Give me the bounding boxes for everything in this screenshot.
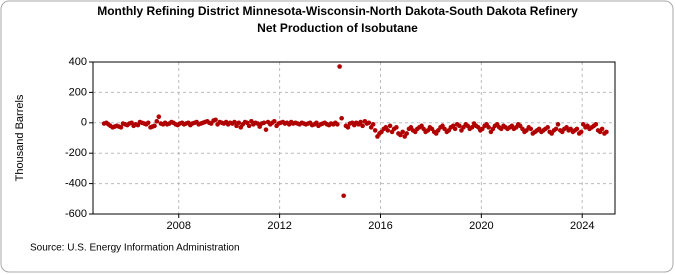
y-tick-label: -400 [65, 178, 87, 190]
point [604, 129, 609, 135]
y-tick-label: 400 [69, 56, 87, 68]
point [341, 193, 346, 199]
point [555, 122, 561, 127]
point [232, 119, 237, 125]
point [145, 120, 151, 126]
point [452, 126, 458, 132]
point [366, 120, 372, 126]
point [394, 125, 399, 130]
point [574, 126, 580, 132]
point [528, 126, 534, 132]
source: Source: U.S. Energy Information Administ… [30, 243, 240, 254]
y-axis-label: Thousand Barrels [14, 94, 26, 181]
point [261, 120, 267, 126]
plot-border [92, 61, 616, 215]
point [387, 123, 393, 129]
point [246, 123, 252, 129]
point [272, 118, 277, 124]
point [553, 126, 559, 132]
x-tick-label: 2012 [267, 220, 291, 232]
point [593, 122, 599, 127]
point [404, 131, 410, 136]
y-tick-label: -600 [65, 208, 87, 220]
point [263, 127, 269, 132]
point [370, 122, 376, 127]
point [213, 117, 218, 123]
y-tick-label: 200 [69, 86, 87, 98]
y-tick-label: -200 [65, 147, 87, 159]
point [457, 123, 462, 129]
point [400, 129, 405, 135]
point [152, 123, 157, 129]
x-tick-label: 2024 [570, 220, 594, 232]
x-tick-label: 2016 [368, 220, 392, 232]
point [360, 123, 365, 129]
point [345, 125, 351, 130]
point [339, 115, 344, 121]
point [599, 126, 605, 132]
point [545, 125, 550, 130]
y-tick-label: 0 [81, 117, 87, 129]
chart-title: Monthly Refining District Minnesota-Wisc… [97, 4, 578, 35]
point [118, 125, 124, 130]
point [372, 128, 378, 133]
point [236, 120, 242, 126]
point [335, 122, 340, 127]
point [486, 125, 491, 130]
point [358, 119, 363, 125]
point [154, 118, 160, 124]
x-tick-label: 2008 [166, 220, 190, 232]
point [156, 114, 162, 120]
point [578, 129, 584, 135]
point [385, 128, 391, 133]
point [469, 125, 475, 130]
x-tick-label: 2020 [469, 220, 493, 232]
point [337, 64, 342, 69]
